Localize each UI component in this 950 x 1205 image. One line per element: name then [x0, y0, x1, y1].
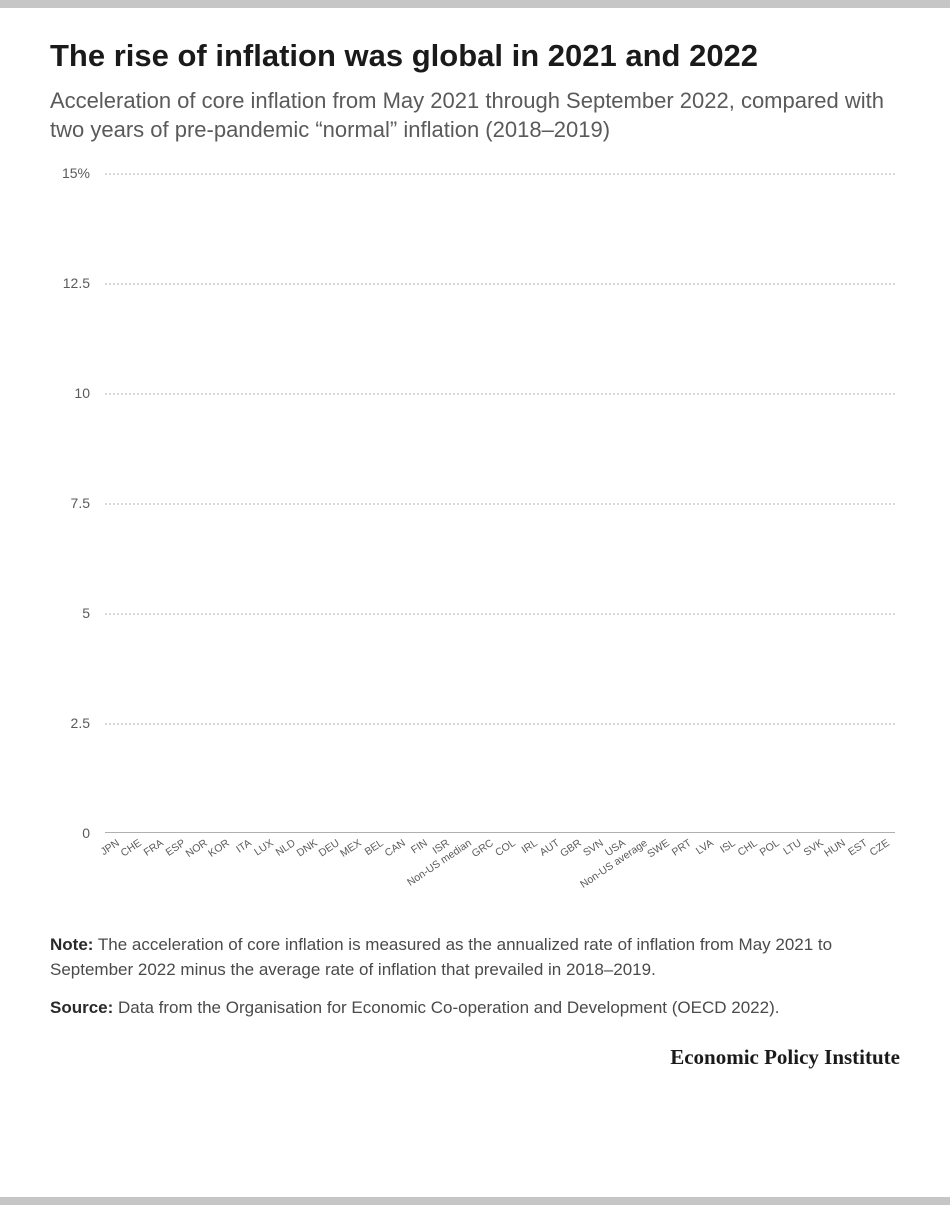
x-label-slot: Non-US average: [633, 833, 653, 893]
x-label-slot: EST: [853, 833, 873, 893]
x-label-slot: LUX: [259, 833, 279, 893]
x-label-slot: CZE: [875, 833, 895, 893]
x-label-slot: CHL: [743, 833, 763, 893]
x-label-slot: NLD: [281, 833, 301, 893]
source-text: Data from the Organisation for Economic …: [113, 998, 779, 1017]
x-tick-label: LVA: [694, 837, 716, 857]
source-label: Source:: [50, 998, 113, 1017]
x-label-slot: MEX: [347, 833, 367, 893]
x-label-slot: ITA: [237, 833, 257, 893]
x-label-slot: JPN: [105, 833, 125, 893]
x-tick-label: ITA: [234, 837, 254, 856]
x-label-slot: POL: [765, 833, 785, 893]
note-text: The acceleration of core inflation is me…: [50, 935, 832, 979]
x-label-slot: LTU: [787, 833, 807, 893]
y-axis: 02.557.51012.515%: [50, 173, 100, 893]
gridline: [105, 503, 895, 505]
x-label-slot: PRT: [677, 833, 697, 893]
chart-title: The rise of inflation was global in 2021…: [50, 38, 900, 74]
plot-region: [105, 173, 895, 833]
x-label-slot: FRA: [149, 833, 169, 893]
y-tick-label: 0: [82, 825, 90, 841]
x-label-slot: HUN: [831, 833, 851, 893]
x-label-slot: COL: [501, 833, 521, 893]
figure-frame: The rise of inflation was global in 2021…: [0, 0, 950, 1205]
x-tick-label: IRL: [519, 837, 539, 856]
gridline: [105, 283, 895, 285]
gridline: [105, 613, 895, 615]
x-label-slot: ISL: [721, 833, 741, 893]
x-tick-label: FIN: [409, 837, 430, 856]
x-label-slot: AUT: [545, 833, 565, 893]
y-tick-label: 2.5: [71, 715, 90, 731]
frame-bottom-bar: [0, 1197, 950, 1205]
x-label-slot: DNK: [303, 833, 323, 893]
gridline: [105, 723, 895, 725]
chart-subtitle: Acceleration of core inflation from May …: [50, 86, 900, 145]
x-label-slot: BEL: [369, 833, 389, 893]
y-tick-label: 10: [74, 385, 90, 401]
x-label-slot: SWE: [655, 833, 675, 893]
y-tick-label: 5: [82, 605, 90, 621]
x-axis-labels: JPNCHEFRAESPNORKORITA LUXNLDDNKDEUMEXBEL C…: [105, 833, 895, 893]
note-label: Note:: [50, 935, 93, 954]
x-tick-label: JPN: [99, 837, 122, 858]
y-tick-label: 15%: [62, 165, 90, 181]
publisher-credit: Economic Policy Institute: [50, 1045, 900, 1070]
x-label-slot: LVA: [699, 833, 719, 893]
chart-area: 02.557.51012.515% JPNCHEFRAESPNORKORITAL…: [50, 173, 900, 893]
x-label-slot: KOR: [215, 833, 235, 893]
gridline: [105, 173, 895, 175]
x-label-slot: CHE: [127, 833, 147, 893]
chart-note: Note: The acceleration of core inflation…: [50, 933, 900, 982]
frame-top-bar: [0, 0, 950, 8]
x-label-slot: Non-US median: [457, 833, 477, 893]
figure-content: The rise of inflation was global in 2021…: [20, 8, 930, 1197]
x-label-slot: IRL: [523, 833, 543, 893]
y-tick-label: 7.5: [71, 495, 90, 511]
y-tick-label: 12.5: [63, 275, 90, 291]
x-label-slot: GRC: [479, 833, 499, 893]
gridline: [105, 393, 895, 395]
x-label-slot: NOR: [193, 833, 213, 893]
x-label-slot: ESP: [171, 833, 191, 893]
chart-source: Source: Data from the Organisation for E…: [50, 996, 900, 1021]
x-tick-label: ISL: [718, 837, 738, 856]
x-label-slot: SVK: [809, 833, 829, 893]
x-label-slot: DEU: [325, 833, 345, 893]
